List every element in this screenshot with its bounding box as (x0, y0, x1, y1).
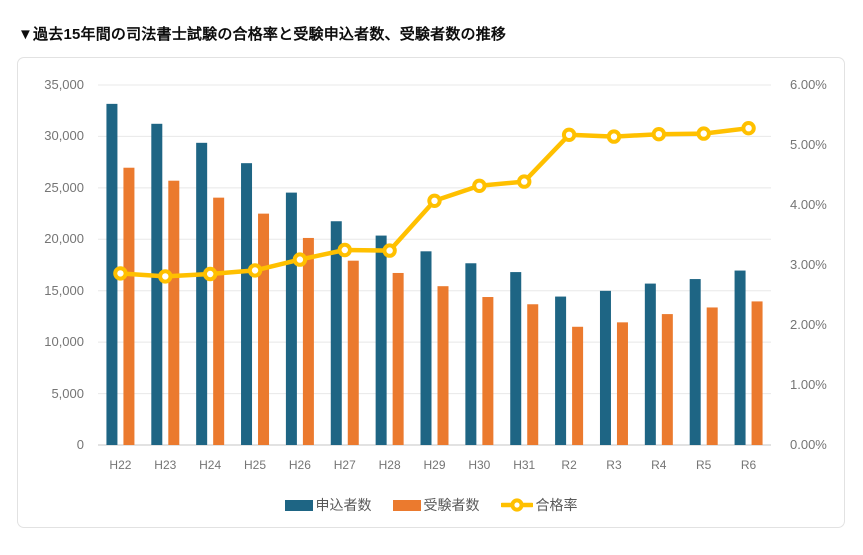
chart-plot-area (98, 84, 771, 446)
legend-label-examinees: 受験者数 (423, 497, 480, 513)
bar-受験者数-R2 (572, 326, 584, 445)
pass-rate-line-marker-icon (499, 497, 534, 513)
bar-申込者数-H23 (151, 123, 163, 445)
legend-item-pass-rate: 合格率 (499, 495, 578, 515)
left-axis-tick: 20,000 (44, 231, 84, 247)
pass-rate-marker-H31 (517, 174, 532, 189)
x-axis-label-H22: H22 (109, 458, 132, 472)
bar-申込者数-H22 (106, 103, 118, 445)
x-axis-label-H25: H25 (244, 458, 267, 472)
x-axis-label-R2: R2 (561, 458, 577, 472)
bar-受験者数-R3 (616, 322, 628, 445)
applicants-swatch-icon (284, 499, 313, 511)
x-axis-label-H28: H28 (378, 458, 401, 472)
right-axis-tick: 6.00% (790, 77, 827, 92)
right-axis-tick: 0.00% (790, 437, 827, 452)
x-axis-label-R6: R6 (740, 458, 757, 472)
right-axis-tick: 5.00% (790, 137, 827, 152)
legend-item-examinees: 受験者数 (392, 495, 480, 515)
bar-受験者数-H22 (123, 167, 135, 445)
bar-申込者数-H24 (196, 142, 208, 445)
pass-rate-marker-H29 (427, 193, 442, 209)
left-axis-tick: 30,000 (44, 128, 84, 144)
legend-label-pass-rate: 合格率 (535, 497, 578, 513)
chart-card: 申込者数 受験者数 合格率 35,000 30,000 25,000 20,000 15… (17, 57, 845, 528)
bar-申込者数-H30 (465, 263, 477, 445)
pass-rate-marker-H30 (472, 178, 487, 194)
bar-申込者数-R3 (599, 290, 611, 445)
bar-申込者数-H31 (510, 272, 522, 445)
pass-rate-marker-H23 (158, 269, 173, 284)
legend-item-applicants: 申込者数 (284, 495, 372, 515)
pass-rate-marker-H22 (113, 266, 128, 281)
pass-rate-marker-H27 (337, 242, 352, 258)
pass-rate-marker-R4 (651, 127, 667, 142)
bar-受験者数-R5 (706, 307, 718, 445)
x-axis-label-H23: H23 (154, 458, 177, 472)
x-axis-label-H31: H31 (513, 458, 536, 472)
bar-受験者数-H31 (527, 304, 539, 445)
x-axis-label-H27: H27 (333, 458, 356, 472)
bar-申込者数-R4 (644, 283, 656, 445)
left-axis-tick: 5,000 (51, 385, 84, 401)
x-axis-label-H29: H29 (423, 458, 446, 472)
bar-受験者数-H26 (302, 237, 314, 445)
left-axis-tick: 10,000 (44, 334, 84, 350)
pass-rate-marker-R3 (606, 129, 622, 144)
x-axis-label-R5: R5 (696, 458, 712, 472)
left-axis-tick: 0 (76, 437, 84, 452)
x-axis-label-H30: H30 (468, 458, 491, 472)
chart-legend: 申込者数 受験者数 合格率 (18, 495, 844, 515)
pass-rate-marker-R2 (561, 127, 577, 143)
bar-受験者数-H24 (213, 197, 225, 445)
pass-rate-marker-R5 (696, 126, 711, 141)
bar-受験者数-R6 (751, 301, 763, 445)
right-axis-tick: 1.00% (790, 377, 827, 392)
bar-受験者数-H25 (258, 213, 270, 445)
pass-rate-marker-H28 (382, 243, 397, 258)
pass-rate-marker-H25 (247, 263, 263, 278)
bar-申込者数-H25 (241, 163, 253, 445)
left-axis-tick: 25,000 (44, 179, 84, 195)
x-axis-label-R3: R3 (606, 458, 622, 472)
bar-申込者数-R5 (689, 279, 701, 445)
bar-申込者数-R2 (555, 296, 567, 445)
bar-受験者数-H30 (482, 297, 494, 445)
x-axis-label-R4: R4 (651, 458, 667, 472)
bar-受験者数-H23 (168, 180, 180, 445)
bar-申込者数-R6 (734, 270, 746, 445)
bar-申込者数-H26 (285, 192, 297, 445)
bar-受験者数-R4 (661, 314, 673, 445)
right-axis-tick: 4.00% (790, 197, 827, 212)
pass-rate-marker-R6 (741, 121, 756, 136)
left-axis-tick: 35,000 (44, 77, 84, 92)
pass-rate-marker-H24 (202, 266, 218, 282)
left-axis-tick: 15,000 (44, 282, 84, 298)
right-axis-tick: 3.00% (790, 257, 827, 272)
examinees-swatch-icon (392, 499, 421, 511)
bar-受験者数-H27 (347, 260, 359, 445)
x-axis-label-H24: H24 (199, 458, 222, 472)
bar-申込者数-H27 (330, 221, 342, 445)
pass-rate-marker-H26 (292, 252, 308, 267)
bar-受験者数-H28 (392, 272, 404, 445)
bar-申込者数-H28 (375, 235, 387, 445)
legend-label-applicants: 申込者数 (315, 497, 372, 513)
bar-申込者数-H29 (420, 251, 432, 445)
x-axis-label-H26: H26 (288, 458, 311, 472)
chart-title: ▼過去15年間の司法書士試験の合格率と受験申込者数、受験者数の推移 (18, 26, 507, 43)
right-axis-tick: 2.00% (790, 317, 827, 332)
bar-受験者数-H29 (437, 286, 449, 445)
